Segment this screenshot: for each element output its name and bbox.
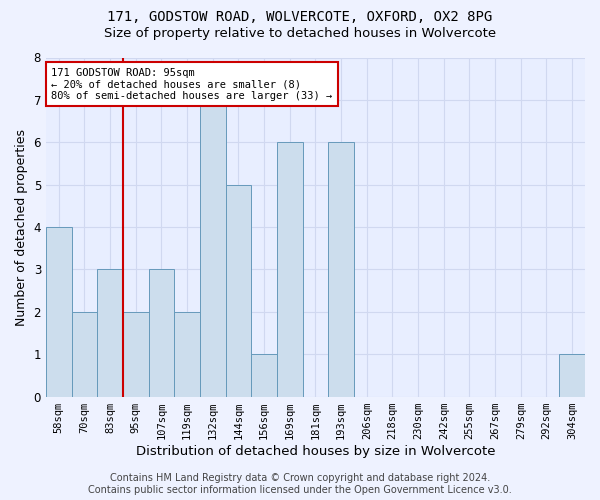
Bar xyxy=(123,312,149,396)
X-axis label: Distribution of detached houses by size in Wolvercote: Distribution of detached houses by size … xyxy=(136,444,495,458)
Text: 171, GODSTOW ROAD, WOLVERCOTE, OXFORD, OX2 8PG: 171, GODSTOW ROAD, WOLVERCOTE, OXFORD, O… xyxy=(107,10,493,24)
Bar xyxy=(97,270,123,396)
Bar xyxy=(174,312,200,396)
Bar xyxy=(149,270,174,396)
Bar xyxy=(71,312,97,396)
Bar xyxy=(46,227,71,396)
Bar xyxy=(226,184,251,396)
Bar xyxy=(277,142,302,396)
Bar xyxy=(559,354,585,397)
Text: Size of property relative to detached houses in Wolvercote: Size of property relative to detached ho… xyxy=(104,28,496,40)
Text: 171 GODSTOW ROAD: 95sqm
← 20% of detached houses are smaller (8)
80% of semi-det: 171 GODSTOW ROAD: 95sqm ← 20% of detache… xyxy=(52,68,332,101)
Y-axis label: Number of detached properties: Number of detached properties xyxy=(15,128,28,326)
Bar xyxy=(251,354,277,397)
Bar xyxy=(328,142,354,396)
Text: Contains HM Land Registry data © Crown copyright and database right 2024.
Contai: Contains HM Land Registry data © Crown c… xyxy=(88,474,512,495)
Bar xyxy=(200,100,226,396)
